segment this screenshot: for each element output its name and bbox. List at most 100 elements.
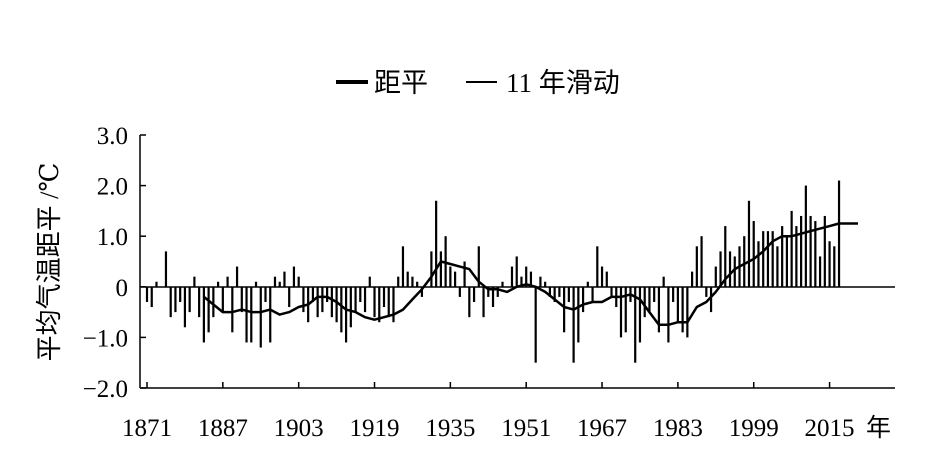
- anomaly-bar: [719, 251, 722, 287]
- anomaly-bar: [600, 266, 604, 287]
- anomaly-bar: [439, 251, 442, 287]
- anomaly-bar: [728, 251, 732, 287]
- anomaly-bar: [785, 236, 788, 287]
- anomaly-bar: [326, 286, 329, 302]
- anomaly-bar: [790, 210, 793, 287]
- y-tick-label: −1.0: [83, 325, 128, 352]
- anomaly-bar: [254, 281, 258, 287]
- anomaly-bar: [515, 256, 518, 287]
- anomaly-bar: [382, 286, 386, 308]
- anomaly-bar: [610, 286, 613, 297]
- anomaly-bar: [406, 271, 409, 287]
- y-tick-label: −2.0: [83, 376, 128, 403]
- anomaly-bar: [368, 276, 371, 287]
- anomaly-bar: [605, 271, 608, 287]
- anomaly-bar: [349, 286, 352, 328]
- anomaly-bar: [762, 231, 765, 287]
- x-tick-label: 1919: [350, 415, 400, 442]
- anomaly-bar: [662, 276, 665, 287]
- anomaly-bar: [771, 231, 774, 287]
- anomaly-bar: [586, 281, 589, 287]
- anomaly-bar: [202, 286, 205, 343]
- legend-label-moving-average: 11 年滑动: [506, 68, 620, 98]
- anomaly-bar: [316, 286, 319, 318]
- y-ticks: 3.0 2.0 1.0 0 −1.0 −2.0: [83, 123, 146, 403]
- anomaly-bar: [259, 286, 262, 348]
- anomaly-bar: [691, 271, 694, 287]
- anomaly-bar: [392, 286, 395, 323]
- anomaly-bar: [283, 271, 286, 287]
- anomaly-bar: [548, 286, 551, 297]
- anomaly-bar: [833, 246, 836, 287]
- anomaly-bar: [179, 286, 182, 302]
- anomaly-bar: [733, 256, 736, 287]
- anomaly-bar: [150, 286, 153, 308]
- anomaly-bar: [430, 251, 433, 287]
- anomaly-bar: [818, 256, 822, 287]
- anomaly-bar: [145, 286, 149, 302]
- anomaly-bar: [823, 215, 826, 287]
- x-tick-label: 2015: [805, 415, 855, 442]
- anomaly-bar: [487, 286, 490, 297]
- anomaly-bar: [757, 241, 760, 287]
- anomaly-bar: [454, 271, 457, 287]
- anomaly-bar: [188, 286, 191, 313]
- anomaly-bar: [676, 286, 679, 323]
- anomaly-bar: [292, 266, 296, 287]
- anomaly-bar: [321, 286, 324, 313]
- anomaly-bar: [217, 281, 220, 287]
- anomaly-bar: [411, 276, 414, 287]
- anomaly-bars: [145, 180, 841, 363]
- y-tick-label: 1.0: [97, 224, 128, 251]
- anomaly-bar: [416, 281, 419, 287]
- anomaly-bar: [752, 221, 755, 287]
- anomaly-bar: [700, 236, 703, 287]
- anomaly-bar: [705, 286, 708, 297]
- anomaly-bar: [724, 226, 727, 287]
- anomaly-bar: [657, 286, 661, 333]
- anomaly-bar: [795, 226, 798, 287]
- y-tick-label: 2.0: [97, 174, 128, 201]
- anomaly-bar: [449, 266, 452, 287]
- anomaly-bar: [354, 286, 357, 313]
- anomaly-bar: [837, 180, 841, 287]
- x-ticks: 1871 1887 1903 1919 1935 1951 1967 1983 1999 2015: [122, 382, 855, 442]
- anomaly-bar: [525, 266, 528, 287]
- anomaly-bar: [288, 286, 291, 308]
- x-tick-label: 1951: [501, 415, 551, 442]
- x-tick-label: 1871: [122, 415, 172, 442]
- anomaly-bar: [563, 286, 566, 333]
- anomaly-bar: [643, 286, 646, 318]
- anomaly-bar: [809, 215, 812, 287]
- anomaly-bar: [169, 286, 172, 318]
- anomaly-bar: [743, 236, 746, 287]
- anomaly-bar: [510, 266, 514, 287]
- x-tick-label: 1983: [653, 415, 703, 442]
- x-tick-label: 1999: [729, 415, 779, 442]
- anomaly-bar: [501, 281, 504, 287]
- anomaly-bar: [472, 286, 476, 302]
- anomaly-bar: [572, 286, 575, 363]
- anomaly-bar: [766, 231, 770, 287]
- anomaly-bar: [250, 286, 253, 343]
- anomaly-bar: [534, 286, 537, 363]
- anomaly-bar: [235, 266, 239, 287]
- anomaly-bar: [520, 276, 523, 287]
- anomaly-bar: [198, 286, 201, 318]
- anomaly-bar: [164, 251, 168, 287]
- anomaly-bar: [278, 281, 281, 287]
- anomaly-bar: [624, 286, 627, 333]
- anomaly-bar: [468, 286, 471, 318]
- legend: 距平 11 年滑动: [336, 68, 620, 98]
- anomaly-bar: [373, 286, 376, 318]
- anomaly-bar: [226, 276, 229, 287]
- anomaly-bar: [709, 286, 713, 313]
- anomaly-bar: [302, 286, 305, 313]
- anomaly-bar: [435, 200, 438, 287]
- anomaly-bar: [781, 226, 784, 287]
- anomaly-bar: [363, 286, 367, 313]
- anomaly-bar: [193, 276, 196, 287]
- anomaly-bar: [401, 246, 405, 287]
- x-tick-label: 1967: [577, 415, 627, 442]
